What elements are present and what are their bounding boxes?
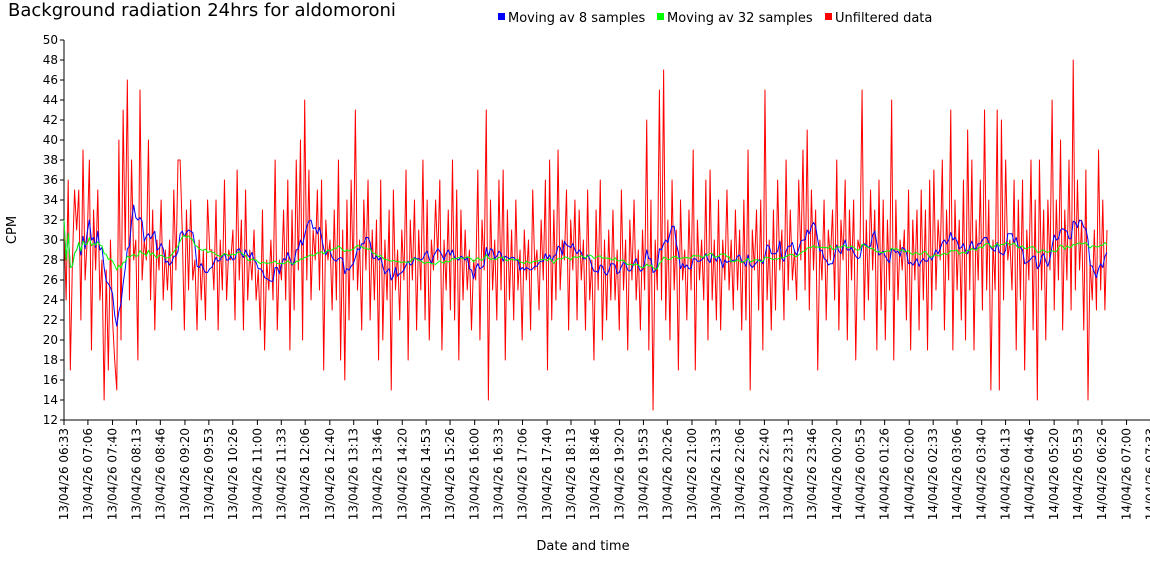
y-tick-label: 14 (43, 393, 58, 407)
chart-title: Background radiation 24hrs for aldomoron… (8, 0, 396, 21)
series-line-moving-av-8-samples (63, 204, 1108, 327)
x-tick-label: 13/04/26 13:46 (371, 428, 385, 520)
y-tick-label: 26 (43, 273, 58, 287)
legend-label: Unfiltered data (835, 11, 932, 26)
y-tick-label: 50 (43, 33, 58, 47)
series-layer (63, 59, 1108, 411)
y-tick-label: 48 (43, 53, 58, 67)
y-tick-label: 32 (43, 213, 58, 227)
x-tick-label: 13/04/26 23:46 (805, 428, 819, 520)
x-tick-label: 13/04/26 14:20 (395, 428, 409, 520)
y-tick-label: 30 (43, 233, 58, 247)
x-tick-label: 13/04/26 08:46 (153, 428, 167, 520)
x-tick-label: 13/04/26 18:46 (588, 428, 602, 520)
series-line-unfiltered-data (63, 59, 1108, 411)
x-tick-label: 13/04/26 23:13 (781, 428, 795, 520)
legend-swatch (825, 13, 832, 20)
axes: 12 14 16 18 20 22 24 26 28 30 32 34 36 38 40 42 44 46 48 50… (43, 33, 1150, 520)
x-tick-label: 13/04/26 17:40 (540, 428, 554, 520)
x-tick-label: 13/04/26 19:53 (636, 428, 650, 520)
x-tick-label: 13/04/26 20:26 (660, 428, 674, 520)
x-tick-label: 13/04/26 07:06 (81, 428, 95, 520)
x-tick-label: 13/04/26 10:26 (226, 428, 240, 520)
x-tick-label: 14/04/26 05:20 (1047, 428, 1061, 520)
x-tick-label: 14/04/26 00:20 (830, 428, 844, 520)
x-tick-label: 13/04/26 19:20 (613, 428, 627, 520)
x-tick-label: 13/04/26 18:13 (564, 428, 578, 520)
x-tick-label: 13/04/26 09:53 (202, 428, 216, 520)
legend-swatch (657, 13, 664, 20)
x-tick-label: 14/04/26 07:00 (1120, 428, 1134, 520)
x-tick-label: 13/04/26 12:40 (323, 428, 337, 520)
y-tick-label: 40 (43, 133, 58, 147)
x-tick-label: 13/04/26 11:33 (274, 428, 288, 520)
y-tick-label: 18 (43, 353, 58, 367)
x-axis-label: Date and time (536, 539, 629, 554)
x-tick-label: 13/04/26 21:00 (685, 428, 699, 520)
y-axis-label: CPM (5, 216, 20, 244)
x-tick-label: 13/04/26 07:40 (106, 428, 120, 520)
x-tick-label: 13/04/26 22:40 (757, 428, 771, 520)
y-tick-label: 16 (43, 373, 58, 387)
x-tick-label: 13/04/26 06:33 (57, 428, 71, 520)
y-tick-label: 44 (43, 93, 58, 107)
legend-label: Moving av 32 samples (667, 11, 813, 26)
y-tick-label: 34 (43, 193, 58, 207)
series-line-moving-av-32-samples (63, 219, 1108, 271)
x-tick-label: 14/04/26 01:26 (878, 428, 892, 520)
x-tick-label: 13/04/26 21:33 (709, 428, 723, 520)
x-tick-label: 13/04/26 08:13 (129, 428, 143, 520)
x-tick-label: 14/04/26 07:33 (1143, 428, 1150, 520)
x-tick-label: 13/04/26 15:26 (443, 428, 457, 520)
y-tick-label: 20 (43, 333, 58, 347)
y-tick-label: 28 (43, 253, 58, 267)
x-tick-label: 14/04/26 04:13 (999, 428, 1013, 520)
x-tick-label: 14/04/26 03:06 (950, 428, 964, 520)
x-tick-label: 13/04/26 13:13 (347, 428, 361, 520)
y-tick-label: 22 (43, 313, 58, 327)
x-tick-label: 14/04/26 02:33 (926, 428, 940, 520)
y-tick-label: 46 (43, 73, 58, 87)
legend-swatch (498, 13, 505, 20)
x-tick-label: 13/04/26 11:00 (250, 428, 264, 520)
y-tick-label: 42 (43, 113, 58, 127)
x-tick-label: 14/04/26 06:26 (1095, 428, 1109, 520)
x-tick-label: 14/04/26 04:46 (1022, 428, 1036, 520)
y-tick-label: 12 (43, 413, 58, 427)
x-tick-label: 13/04/26 09:20 (178, 428, 192, 520)
x-tick-label: 13/04/26 12:06 (298, 428, 312, 520)
x-tick-label: 14/04/26 00:53 (854, 428, 868, 520)
x-tick-label: 13/04/26 16:33 (492, 428, 506, 520)
x-tick-label: 13/04/26 16:00 (468, 428, 482, 520)
x-tick-label: 13/04/26 17:06 (515, 428, 529, 520)
y-tick-label: 38 (43, 153, 58, 167)
x-tick-label: 13/04/26 14:53 (419, 428, 433, 520)
x-tick-label: 14/04/26 02:00 (902, 428, 916, 520)
x-tick-label: 14/04/26 03:40 (975, 428, 989, 520)
legend: Moving av 8 samples Moving av 32 samples U… (498, 11, 932, 26)
x-tick-label: 14/04/26 05:53 (1071, 428, 1085, 520)
x-tick-label: 13/04/26 22:06 (733, 428, 747, 520)
legend-label: Moving av 8 samples (508, 11, 646, 26)
y-tick-label: 36 (43, 173, 58, 187)
y-tick-label: 24 (43, 293, 58, 307)
